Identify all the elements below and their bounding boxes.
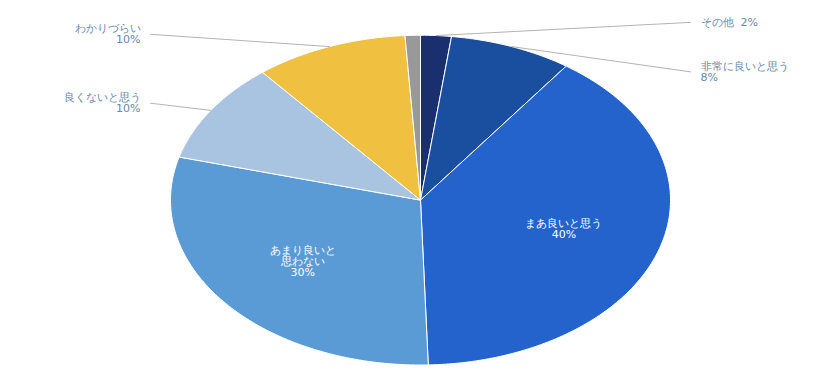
- svg-text:わかりづらい10%: わかりづらい10%: [75, 22, 141, 46]
- svg-text:その他 2%: その他 2%: [701, 16, 758, 29]
- svg-text:あまり良いと思わない30%: あまり良いと思わない30%: [270, 244, 336, 279]
- svg-text:良くないと思う10%: 良くないと思う10%: [64, 91, 141, 115]
- svg-text:非常に良いと思う8%: 非常に良いと思う8%: [701, 60, 789, 84]
- svg-text:まあ良いと思う40%: まあ良いと思う40%: [525, 217, 602, 241]
